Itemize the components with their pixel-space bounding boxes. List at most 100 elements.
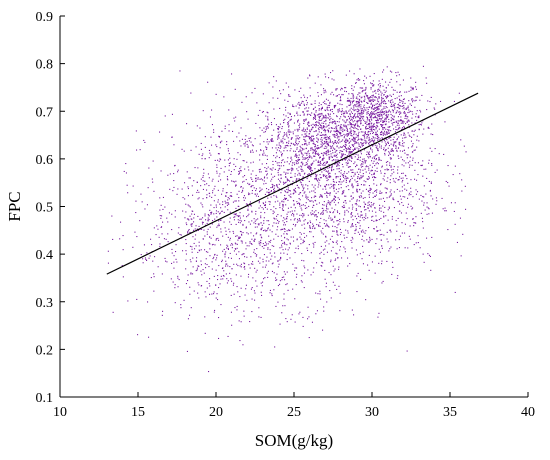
data-point [254, 292, 256, 294]
data-point [224, 159, 226, 161]
data-point [365, 213, 367, 215]
data-point [313, 244, 315, 246]
data-point [372, 98, 374, 100]
data-point [278, 183, 280, 185]
data-point [333, 127, 335, 129]
data-point [275, 80, 277, 82]
data-point [206, 183, 208, 185]
data-point [277, 235, 279, 237]
data-point [281, 246, 283, 248]
data-point [307, 214, 309, 216]
data-point [368, 144, 370, 146]
data-point [333, 230, 335, 232]
data-point [267, 276, 269, 278]
data-point [379, 89, 381, 91]
data-point [408, 109, 410, 111]
data-point [201, 228, 203, 230]
data-point [217, 153, 219, 155]
data-point [363, 100, 365, 102]
data-point [255, 280, 257, 282]
data-point [333, 105, 335, 107]
data-point [236, 158, 238, 160]
data-point [400, 212, 402, 214]
data-point [229, 237, 231, 239]
data-point [193, 229, 195, 231]
data-point [392, 93, 394, 95]
data-point [232, 244, 234, 246]
data-point [313, 267, 315, 269]
data-point [276, 185, 278, 187]
data-point [287, 157, 289, 159]
data-point [327, 99, 329, 101]
data-point [246, 216, 248, 218]
data-point [314, 106, 316, 108]
data-point [327, 144, 329, 146]
data-point [350, 214, 352, 216]
data-point [334, 140, 336, 142]
data-point [392, 118, 394, 120]
data-point [295, 191, 297, 193]
data-point [243, 197, 245, 199]
data-point [317, 212, 319, 214]
data-point [219, 219, 221, 221]
data-point [347, 134, 349, 136]
data-point [247, 208, 249, 210]
data-point [206, 287, 208, 289]
data-point [270, 209, 272, 211]
data-point [350, 134, 352, 136]
data-point [310, 164, 312, 166]
data-point [328, 158, 330, 160]
data-point [401, 127, 403, 129]
data-point [337, 257, 339, 259]
data-point [303, 144, 305, 146]
data-point [300, 97, 302, 99]
data-point [167, 233, 169, 235]
data-point [289, 113, 291, 115]
data-point [355, 100, 357, 102]
data-point [321, 114, 323, 116]
data-point [161, 233, 163, 235]
data-point [285, 204, 287, 206]
data-point [293, 192, 295, 194]
data-point [372, 112, 374, 114]
data-point [378, 97, 380, 99]
data-point [332, 141, 334, 143]
data-point [396, 75, 398, 77]
data-point [386, 114, 388, 116]
x-tick-label: 30 [365, 405, 379, 420]
data-point [370, 87, 372, 89]
data-point [339, 146, 341, 148]
data-point [381, 133, 383, 135]
data-point [371, 204, 373, 206]
data-point [212, 220, 214, 222]
data-point [252, 180, 254, 182]
data-point [296, 239, 298, 241]
data-point [251, 149, 253, 151]
data-point [310, 214, 312, 216]
data-point [341, 155, 343, 157]
data-point [403, 112, 405, 114]
data-point [320, 107, 322, 109]
data-point [351, 309, 353, 311]
data-point [193, 290, 195, 292]
data-point [248, 273, 250, 275]
data-point [340, 187, 342, 189]
data-point [324, 186, 326, 188]
data-point [373, 73, 375, 75]
data-point [283, 298, 285, 300]
data-point [345, 148, 347, 150]
data-point [369, 100, 371, 102]
data-point [164, 257, 166, 259]
data-point [326, 192, 328, 194]
data-point [367, 156, 369, 158]
data-point [402, 105, 404, 107]
data-point [345, 139, 347, 141]
data-point [159, 215, 161, 217]
data-point [356, 254, 358, 256]
data-point [309, 95, 311, 97]
data-point [241, 242, 243, 244]
data-point [260, 242, 262, 244]
data-point [211, 124, 213, 126]
data-point [325, 129, 327, 131]
data-point [297, 135, 299, 137]
